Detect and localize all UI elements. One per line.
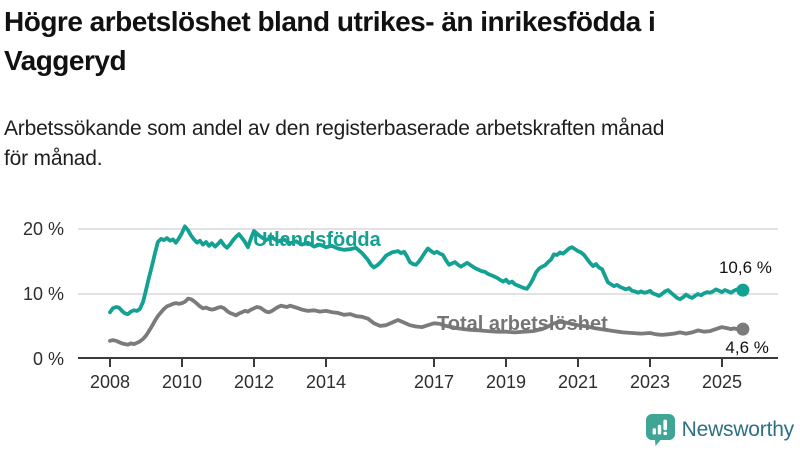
x-tick-label: 2023	[630, 372, 670, 392]
newsworthy-logo: Newsworthy	[645, 414, 795, 446]
series-label-utlandsfodda: Utlandsfödda	[253, 229, 382, 251]
series-layer	[108, 224, 750, 347]
x-tick-label: 2021	[558, 372, 598, 392]
series-end-dot-0	[736, 283, 750, 297]
series-line-0	[108, 224, 745, 317]
x-tick-label: 2025	[702, 372, 742, 392]
series-line-1	[108, 296, 745, 347]
y-tick-label: 20 %	[23, 219, 64, 239]
series-end-value-label-0: 10,6 %	[719, 258, 772, 277]
y-tick-label: 10 %	[23, 284, 64, 304]
series-end-value-label-1: 4,6 %	[725, 338, 768, 357]
x-tick-label: 2010	[162, 372, 202, 392]
x-tick-label: 2014	[306, 372, 346, 392]
x-tick-label: 2019	[486, 372, 526, 392]
chart-subtitle-line2: för månad.	[4, 147, 103, 170]
series-label-total-arbetsloshet: Total arbetslöshet	[437, 313, 608, 335]
x-tick-label: 2017	[414, 372, 454, 392]
x-tick-label: 2008	[90, 372, 130, 392]
series-end-dot-1	[736, 322, 750, 336]
page-title: Högre arbetslöshet bland utrikes- än inr…	[4, 2, 796, 80]
gridlines-layer	[78, 228, 778, 295]
x-tick-label: 2012	[234, 372, 274, 392]
y-tick-label: 0 %	[33, 349, 64, 369]
newsworthy-wordmark: Newsworthy	[681, 418, 795, 441]
chart-subtitle-line1: Arbetssökande som andel av den registerb…	[4, 117, 665, 140]
page-title-line1: Högre arbetslöshet bland utrikes- än inr…	[4, 6, 656, 37]
chart-subtitle: Arbetssökande som andel av den registerb…	[4, 114, 784, 174]
bar-chart-speech-bubble-icon	[645, 414, 675, 446]
axis-layer: 0 % 10 % 20 % 2008 2010 2012 2014 2017 2019 2021 2…	[23, 219, 778, 392]
page-title-line2: Vaggeryd	[4, 45, 127, 76]
chart-labels-layer: Utlandsfödda Total arbetslöshet 10,6 % 4,…	[253, 229, 772, 357]
